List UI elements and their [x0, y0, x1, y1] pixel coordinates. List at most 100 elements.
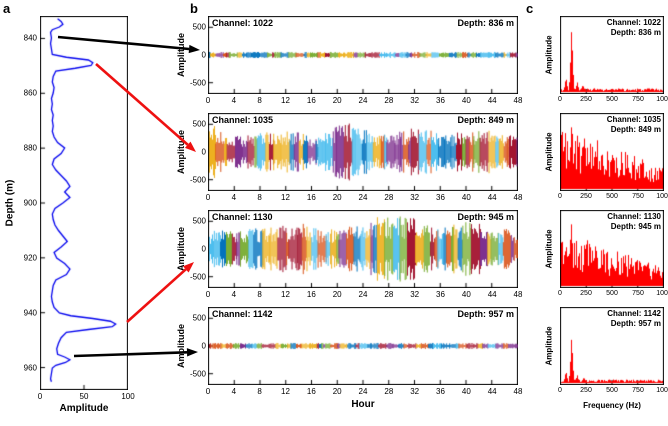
tick-label: 960 — [23, 363, 37, 373]
waveform-canvas — [208, 16, 518, 94]
pointer-arrowhead — [186, 348, 198, 357]
tick-label: 44 — [487, 387, 497, 396]
tick-label: 24 — [358, 290, 368, 299]
tick-label: 940 — [23, 308, 37, 318]
channel-label: Channel: 1130 — [212, 212, 273, 222]
spectrum-subplot: Channel: 1130 Depth: 945 m — [560, 210, 664, 288]
tick-label: 20 — [332, 290, 342, 299]
panel-c-tag: c — [526, 1, 534, 16]
panel-c-ylabel: Amplitude — [544, 132, 554, 172]
tick-label: 24 — [358, 96, 368, 105]
tick-label: 750 — [632, 96, 644, 103]
panel-a-tag: a — [3, 1, 11, 16]
tick-label: 500 — [606, 193, 618, 200]
tick-label: 500 — [606, 290, 618, 297]
pointer-arrowhead — [188, 44, 200, 54]
tick-label: 750 — [632, 387, 644, 394]
panel-a-xlabel: Amplitude — [59, 403, 109, 414]
tick-label: 12 — [281, 96, 290, 105]
tick-label: 8 — [257, 387, 262, 396]
depth-label: Depth: 957 m — [457, 309, 514, 319]
tick-label: 0 — [558, 290, 562, 297]
tick-label: 36 — [436, 193, 445, 202]
tick-label: 12 — [281, 290, 290, 299]
tick-label: 48 — [513, 193, 523, 202]
panel-b-tag: b — [190, 1, 198, 16]
panel-c-ylabel: Amplitude — [544, 229, 554, 269]
spectrum-subplot: Channel: 1142 Depth: 957 m — [560, 307, 664, 385]
tick-label: 750 — [632, 290, 644, 297]
depth-label: Depth: 957 m — [610, 319, 661, 328]
waveform-subplot: Channel: 1022 Depth: 836 m — [208, 16, 518, 94]
panel-c-ylabel: Amplitude — [544, 35, 554, 75]
tick-label: 32 — [410, 290, 420, 299]
channel-label: Channel: 1022 — [212, 18, 274, 28]
tick-label: 0 — [205, 387, 211, 396]
tick-label: 20 — [332, 193, 342, 202]
waveform-canvas — [208, 210, 518, 288]
tick-label: 40 — [461, 96, 471, 105]
tick-label: 44 — [487, 193, 497, 202]
tick-label: 36 — [436, 96, 445, 105]
tick-label: 28 — [384, 387, 394, 396]
tick-label: 750 — [632, 193, 644, 200]
tick-label: 100 — [121, 392, 135, 401]
tick-label: 840 — [23, 33, 37, 43]
tick-label: -500 — [189, 369, 206, 379]
tick-label: 44 — [487, 290, 497, 299]
spectrum-canvas — [560, 307, 664, 385]
waveform-subplot: Channel: 1130 Depth: 945 m — [208, 210, 518, 288]
tick-label: 500 — [192, 22, 206, 32]
tick-label: 250 — [580, 387, 592, 394]
channel-label: Channel: 1035 — [606, 115, 661, 124]
tick-label: 48 — [513, 387, 523, 396]
tick-label: 250 — [580, 96, 592, 103]
tick-label: 4 — [231, 387, 237, 396]
tick-label: 4 — [231, 96, 237, 105]
spectrum-canvas — [560, 16, 664, 94]
tick-label: 28 — [384, 96, 394, 105]
depth-label: Depth: 849 m — [457, 115, 514, 125]
depth-label: Depth: 836 m — [610, 28, 661, 37]
panel-a-ylabel: Depth (m) — [4, 179, 16, 227]
tick-label: 32 — [410, 387, 420, 396]
tick-label: 0 — [201, 341, 206, 351]
tick-label: 40 — [461, 193, 471, 202]
tick-label: 0 — [558, 96, 562, 103]
tick-label: 48 — [513, 290, 523, 299]
tick-label: 24 — [358, 193, 368, 202]
waveform-canvas — [208, 307, 518, 385]
tick-label: 0 — [37, 392, 43, 401]
panel-c-xlabel: Frequency (Hz) — [583, 401, 641, 410]
panel-b-ylabel: Amplitude — [176, 33, 186, 77]
panel-b-ylabel: Amplitude — [176, 227, 186, 271]
tick-label: 36 — [436, 387, 445, 396]
tick-label: 40 — [461, 387, 471, 396]
tick-label: 20 — [332, 96, 342, 105]
tick-label: 250 — [580, 193, 592, 200]
tick-label: 500 — [606, 387, 618, 394]
tick-label: 8 — [257, 193, 262, 202]
panel-b-ylabel: Amplitude — [176, 324, 186, 368]
tick-label: 0 — [205, 193, 211, 202]
tick-label: 16 — [306, 387, 316, 396]
tick-label: 36 — [436, 290, 445, 299]
tick-label: 0 — [201, 50, 206, 60]
tick-label: 0 — [201, 147, 206, 157]
tick-label: 12 — [281, 387, 290, 396]
channel-label: Channel: 1022 — [606, 18, 661, 27]
panel-c-ylabel: Amplitude — [544, 326, 554, 366]
tick-label: 500 — [192, 119, 206, 129]
depth-label: Depth: 945 m — [610, 222, 661, 231]
tick-label: 28 — [384, 193, 394, 202]
spectrum-subplot: Channel: 1022 Depth: 836 m — [560, 16, 664, 94]
depth-profile-plot — [40, 16, 128, 390]
channel-label: Channel: 1130 — [607, 212, 661, 221]
tick-label: 500 — [192, 216, 206, 226]
channel-label: Channel: 1142 — [607, 309, 661, 318]
waveform-subplot: Channel: 1142 Depth: 957 m — [208, 307, 518, 385]
